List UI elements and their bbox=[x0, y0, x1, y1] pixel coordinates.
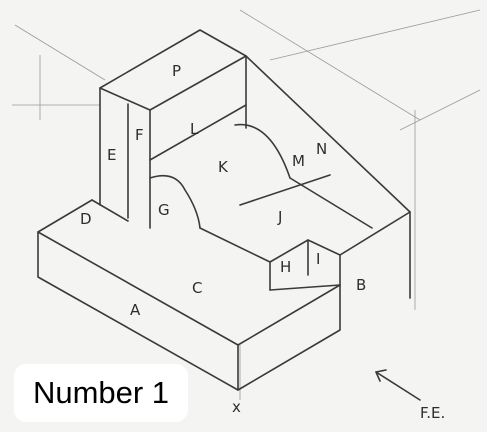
face-label-b: B bbox=[356, 276, 366, 294]
face-label-l: L bbox=[190, 120, 199, 138]
face-label-m: M bbox=[292, 152, 305, 170]
origin-marker: x bbox=[232, 398, 241, 416]
face-label-h: H bbox=[280, 258, 291, 276]
face-labels: P L F E K M N G J D H I C B A bbox=[80, 62, 366, 319]
view-arrow-icon bbox=[375, 371, 421, 401]
view-direction: F.E. bbox=[375, 369, 445, 422]
face-label-f: F bbox=[135, 126, 144, 144]
base-block bbox=[37, 199, 341, 391]
face-label-k: K bbox=[218, 158, 229, 176]
caption-box: Number 1 bbox=[14, 364, 188, 422]
face-label-c: C bbox=[192, 279, 202, 297]
caption-text: Number 1 bbox=[32, 375, 170, 410]
face-label-d: D bbox=[80, 210, 92, 228]
view-direction-label: F.E. bbox=[420, 404, 445, 422]
face-label-p: P bbox=[172, 62, 181, 80]
face-label-i: I bbox=[316, 250, 320, 268]
face-label-n: N bbox=[316, 140, 327, 158]
face-label-j: J bbox=[277, 208, 282, 226]
upper-body bbox=[99, 29, 411, 299]
face-label-g: G bbox=[158, 201, 170, 219]
face-label-e: E bbox=[107, 146, 116, 164]
face-label-a: A bbox=[130, 301, 141, 319]
construction-lines bbox=[12, 9, 481, 400]
